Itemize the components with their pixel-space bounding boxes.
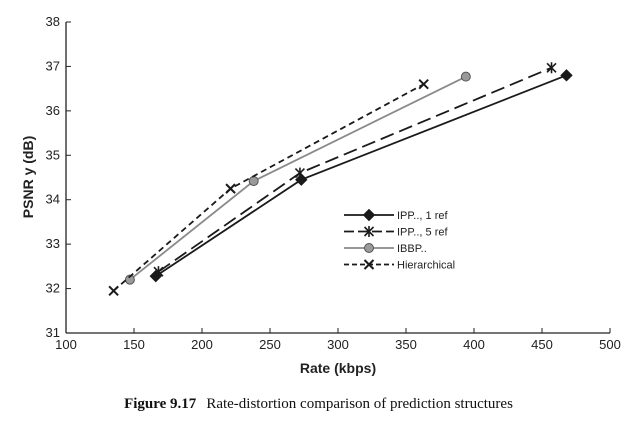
y-tick-label: 31 [46, 325, 60, 340]
x-tick-label: 450 [531, 337, 553, 352]
legend-label: IBBP.. [397, 243, 427, 255]
series-ibbp [124, 71, 471, 285]
data-point [225, 183, 236, 194]
series-line [155, 74, 567, 277]
legend: IPP.., 1 ref IPP.., 5 ref IBBP.. Hierarchic… [344, 208, 455, 272]
x-tick-label: 250 [259, 337, 281, 352]
y-tick-label: 35 [46, 147, 60, 162]
axes: 100 150 200 250 300 350 400 450 500 31 32 33 34 35 36 3… [46, 14, 621, 352]
legend-marker [363, 226, 375, 237]
series-ipp-1-ref [149, 69, 573, 283]
legend-item: IPP.., 5 ref [344, 226, 448, 239]
figure-caption: Figure 9.17 Rate-distortion comparison of… [0, 396, 637, 413]
legend-marker [362, 208, 376, 222]
data-point [294, 167, 305, 179]
series-line [113, 83, 425, 292]
series-line [157, 66, 552, 273]
series-group [108, 62, 573, 296]
legend-item: IPP.., 1 ref [344, 208, 448, 222]
y-tick-label: 33 [46, 236, 60, 251]
data-point [108, 285, 119, 296]
legend-marker [364, 243, 374, 253]
x-tick-label: 300 [327, 337, 349, 352]
y-tick-label: 34 [46, 192, 60, 207]
y-tick-label: 36 [46, 103, 60, 118]
x-tick-label: 200 [191, 337, 213, 352]
figure-number: Figure 9.17 [124, 396, 197, 412]
y-tick-label: 37 [46, 58, 60, 73]
series-hierarchical [108, 78, 429, 296]
x-tick-label: 100 [55, 337, 77, 352]
x-tick-label: 500 [599, 337, 621, 352]
y-tick-label: 38 [46, 14, 60, 29]
x-tick-label: 350 [395, 337, 417, 352]
series-ipp-5-ref [153, 62, 557, 278]
legend-label: IPP.., 1 ref [397, 210, 448, 222]
figure-caption-text: Rate-distortion comparison of prediction… [206, 396, 513, 412]
data-point [153, 266, 164, 278]
x-axis-title: Rate (kbps) [300, 360, 376, 376]
data-point [460, 71, 471, 82]
chart: 100 150 200 250 300 350 400 450 500 31 32 33 34 35 36 3… [20, 14, 621, 376]
y-axis-title: PSNR y (dB) [20, 136, 36, 218]
data-point [546, 62, 557, 74]
data-point [124, 274, 135, 285]
legend-label: Hierarchical [397, 260, 455, 272]
data-point [248, 176, 259, 187]
legend-item: IBBP.. [344, 243, 427, 255]
legend-marker [363, 259, 375, 270]
x-tick-label: 150 [123, 337, 145, 352]
y-tick-label: 32 [46, 281, 60, 296]
legend-label: IPP.., 5 ref [397, 227, 448, 239]
data-point [560, 69, 573, 82]
legend-item: Hierarchical [344, 259, 455, 272]
data-point [418, 78, 429, 90]
x-tick-label: 400 [463, 337, 485, 352]
